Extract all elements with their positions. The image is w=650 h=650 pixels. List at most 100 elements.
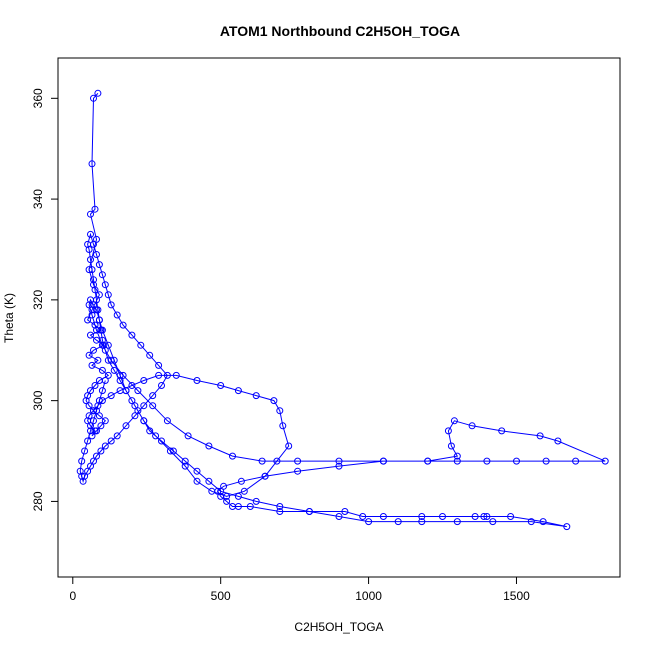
data-point: [134, 407, 142, 415]
data-point: [79, 477, 87, 485]
data-point: [205, 477, 213, 485]
data-point: [85, 402, 93, 410]
data-point: [166, 447, 174, 455]
data-point: [305, 508, 313, 515]
data-point: [91, 321, 99, 329]
y-tick-label: 300: [31, 390, 45, 410]
data-point: [424, 457, 432, 465]
y-tick-label: 280: [31, 491, 45, 511]
data-point: [471, 513, 479, 520]
data-point: [88, 432, 96, 440]
data-point: [453, 452, 461, 460]
data-point: [214, 487, 222, 495]
data-point: [453, 457, 461, 465]
data-point: [365, 518, 373, 526]
data-point: [498, 427, 506, 435]
data-point: [84, 467, 92, 475]
data-point: [107, 437, 115, 445]
data-point: [234, 387, 242, 395]
data-point: [169, 447, 177, 455]
data-point: [489, 518, 497, 526]
plot-frame: [57, 57, 621, 578]
data-point: [205, 442, 213, 450]
data-point: [101, 377, 109, 384]
data-point: [252, 497, 260, 505]
data-point: [93, 235, 100, 243]
data-point: [240, 487, 248, 495]
data-point: [134, 387, 142, 395]
data-point: [88, 160, 96, 168]
data-point: [98, 341, 106, 349]
data-point: [276, 407, 284, 415]
data-point: [341, 508, 349, 515]
data-point: [93, 407, 100, 415]
data-point: [418, 513, 426, 520]
data-point: [418, 518, 426, 526]
data-point: [90, 94, 97, 102]
data-point: [87, 462, 94, 470]
y-axis-label: Theta (K): [2, 293, 16, 343]
data-point: [85, 266, 93, 274]
data-point: [87, 427, 94, 435]
data-point: [572, 457, 580, 465]
data-point: [93, 452, 100, 460]
data-point: [107, 392, 115, 400]
data-point: [84, 392, 92, 400]
data-point: [101, 417, 109, 425]
data-point: [93, 251, 100, 258]
data-point: [217, 487, 225, 495]
data-point: [439, 513, 446, 520]
data-point: [447, 442, 455, 450]
data-point: [483, 513, 491, 520]
data-point: [536, 432, 544, 440]
data-point: [229, 452, 236, 460]
data-point: [81, 472, 89, 480]
data-point: [155, 361, 163, 369]
data-point: [78, 457, 86, 465]
data-point: [91, 382, 99, 389]
data-point: [93, 326, 100, 334]
data-point: [258, 457, 266, 465]
data-point: [483, 457, 491, 465]
data-point: [90, 417, 97, 425]
data-point: [172, 371, 180, 379]
data-point: [273, 457, 281, 465]
data-point: [163, 417, 171, 425]
x-tick-label: 500: [211, 589, 231, 603]
data-point: [335, 513, 343, 520]
data-point: [87, 387, 94, 395]
data-point: [450, 417, 458, 425]
data-point: [97, 422, 105, 430]
data-point: [539, 518, 547, 526]
x-tick-label: 1500: [503, 589, 530, 603]
data-point: [444, 427, 452, 435]
data-point: [94, 306, 102, 314]
data-point: [453, 518, 461, 526]
data-point: [152, 432, 160, 440]
data-point: [81, 447, 89, 455]
data-point: [119, 371, 127, 379]
data-point: [119, 321, 127, 329]
data-point: [87, 210, 94, 218]
data-point: [116, 377, 124, 384]
data-point: [91, 427, 99, 435]
data-point: [234, 503, 242, 510]
x-tick-label: 1000: [355, 589, 382, 603]
data-point: [146, 427, 154, 435]
data-point: [217, 492, 225, 500]
data-point: [87, 331, 94, 339]
data-point: [95, 316, 103, 324]
data-point: [335, 462, 343, 470]
data-point: [85, 246, 93, 253]
x-axis: 0 500 1000 1500: [69, 576, 530, 603]
data-point: [601, 457, 609, 465]
data-point: [223, 497, 231, 505]
data-point: [101, 281, 109, 289]
data-point: [90, 301, 97, 309]
data-point: [513, 457, 520, 465]
data-layer: [76, 89, 609, 531]
data-point: [90, 457, 97, 465]
data-point: [379, 513, 387, 520]
data-point: [87, 230, 94, 238]
data-point: [87, 256, 94, 264]
